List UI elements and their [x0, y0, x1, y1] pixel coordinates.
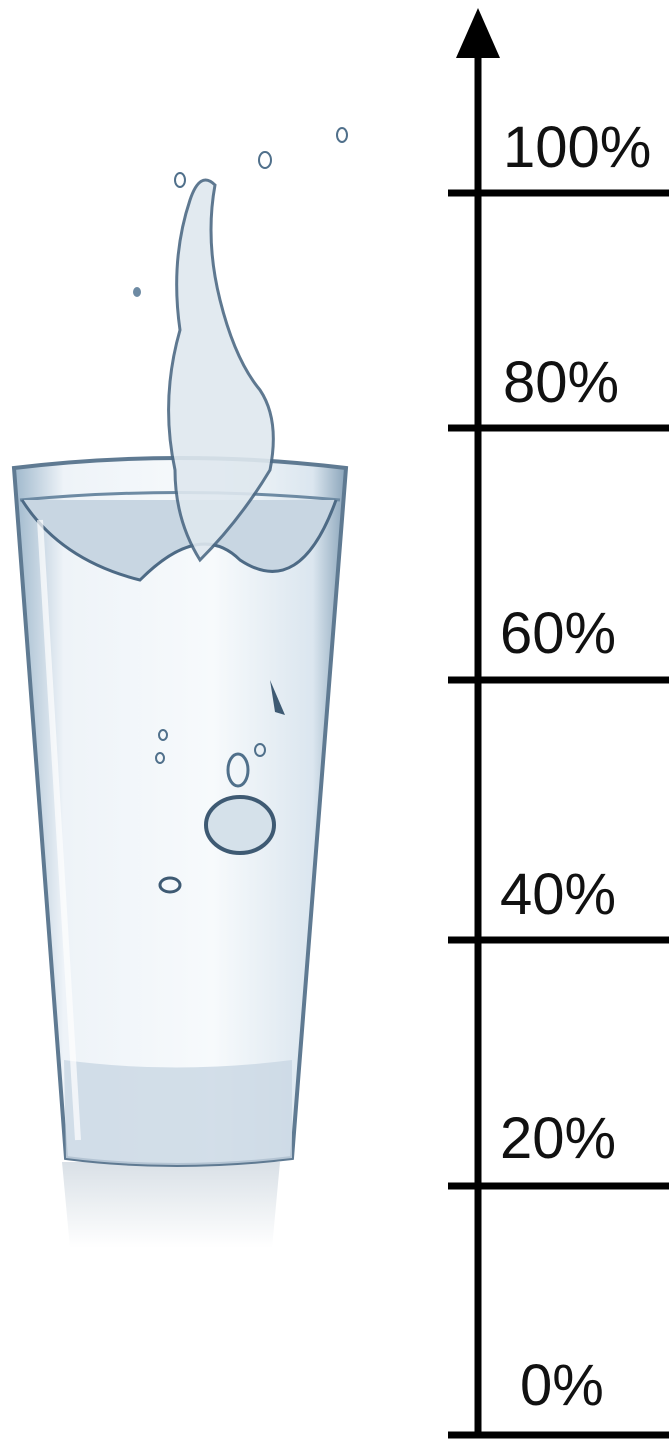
scale-label: 20% — [500, 1106, 616, 1171]
scale-label: 60% — [500, 601, 616, 666]
scale: 100% 80% 60% 40% 20% 0% — [448, 8, 669, 1436]
diagram: 100% 80% 60% 40% 20% 0% — [0, 0, 669, 1441]
scale-label: 80% — [503, 350, 619, 415]
water-glass — [14, 128, 347, 1248]
scale-label: 0% — [520, 1353, 604, 1418]
page: {"scale": {"labels": ["100%", "80%", "60… — [0, 0, 669, 1441]
axis-arrow — [456, 8, 500, 58]
scale-label: 100% — [503, 115, 651, 180]
scale-label: 40% — [500, 862, 616, 927]
